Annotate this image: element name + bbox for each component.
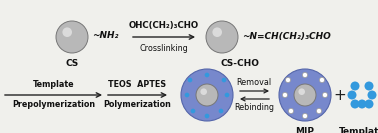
Circle shape [302,113,308,119]
Text: CS-CHO: CS-CHO [220,59,260,68]
Circle shape [62,27,72,37]
Circle shape [367,90,376,99]
Circle shape [347,90,356,99]
Text: Removal: Removal [236,78,271,87]
Circle shape [187,78,192,82]
Text: CS: CS [65,59,79,68]
Circle shape [191,109,195,113]
Circle shape [322,92,328,98]
Circle shape [358,99,367,109]
Text: Prepolymerization: Prepolymerization [12,100,96,109]
Circle shape [181,69,233,121]
Circle shape [294,84,316,106]
Text: Crosslinking: Crosslinking [139,44,188,53]
Text: ~N=CH(CH₂)₃CHO: ~N=CH(CH₂)₃CHO [242,32,331,41]
Text: Template: Template [33,80,75,89]
Circle shape [298,88,305,95]
Text: OHC(CH₂)₃CHO: OHC(CH₂)₃CHO [129,21,199,30]
Circle shape [204,114,209,118]
Text: Polymerization: Polymerization [103,100,171,109]
Circle shape [185,93,189,97]
Circle shape [319,77,325,83]
Circle shape [279,69,331,121]
Circle shape [288,108,294,114]
Circle shape [218,109,223,113]
Text: ~NH₂: ~NH₂ [92,32,118,41]
Circle shape [225,93,229,97]
Circle shape [285,77,291,83]
Circle shape [282,92,288,98]
Circle shape [316,108,322,114]
Circle shape [206,21,238,53]
Circle shape [200,88,207,95]
Text: TEOS  APTES: TEOS APTES [108,80,166,89]
Circle shape [196,84,218,106]
Circle shape [212,27,222,37]
Circle shape [350,82,359,90]
Circle shape [364,82,373,90]
Circle shape [350,99,359,109]
Circle shape [222,78,226,82]
Text: Template: Template [339,127,378,133]
Text: Rebinding: Rebinding [234,103,274,112]
Circle shape [302,72,308,78]
Circle shape [364,99,373,109]
Circle shape [56,21,88,53]
Text: +: + [334,88,346,103]
Circle shape [204,73,209,77]
Text: MIP: MIP [296,127,314,133]
